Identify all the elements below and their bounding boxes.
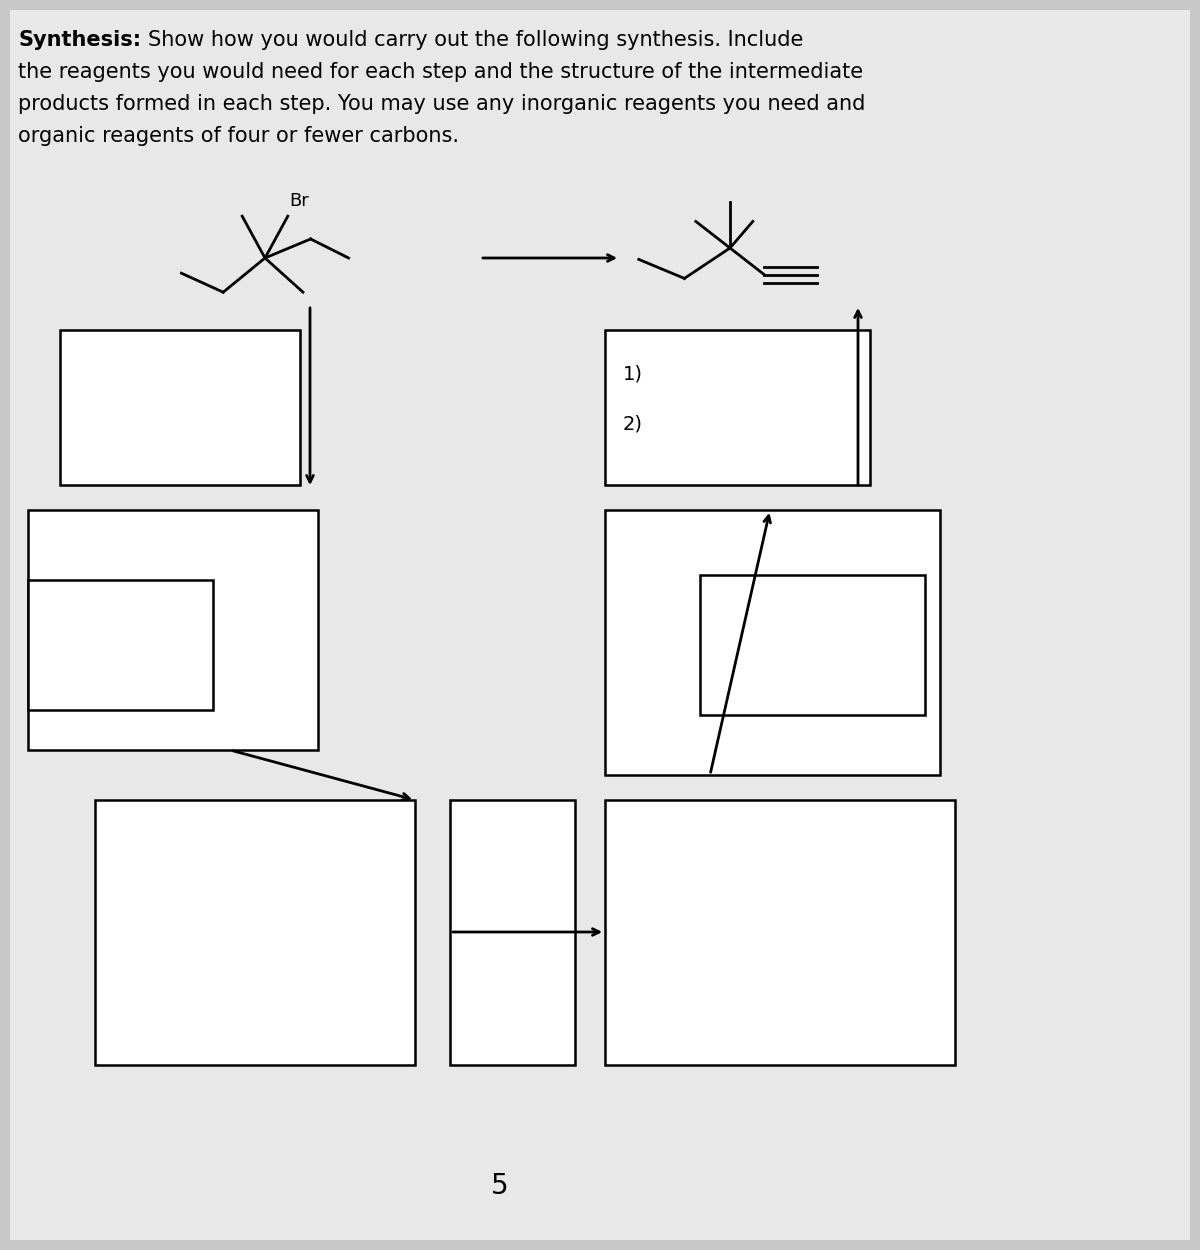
Text: products formed in each step. You may use any inorganic reagents you need and: products formed in each step. You may us… <box>18 94 865 114</box>
Bar <box>605 330 870 485</box>
Text: 1): 1) <box>623 365 643 384</box>
Text: the reagents you would need for each step and the structure of the intermediate: the reagents you would need for each ste… <box>18 62 863 82</box>
Text: Show how you would carry out the following synthesis. Include: Show how you would carry out the followi… <box>148 30 803 50</box>
Bar <box>450 800 575 1065</box>
Bar <box>60 330 300 485</box>
Bar <box>605 510 940 775</box>
Text: 2): 2) <box>623 415 643 434</box>
Text: Br: Br <box>289 192 310 210</box>
Bar <box>605 800 955 1065</box>
Bar <box>28 580 214 710</box>
Text: 5: 5 <box>491 1172 509 1200</box>
Bar <box>28 510 318 750</box>
Bar <box>95 800 415 1065</box>
Text: Synthesis:: Synthesis: <box>18 30 142 50</box>
Text: organic reagents of four or fewer carbons.: organic reagents of four or fewer carbon… <box>18 126 458 146</box>
Bar <box>700 575 925 715</box>
